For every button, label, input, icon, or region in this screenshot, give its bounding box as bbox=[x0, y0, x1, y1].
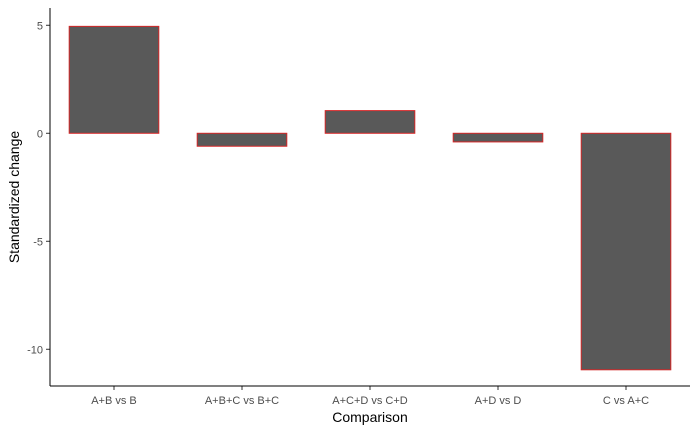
y-tick-label: -5 bbox=[33, 236, 43, 248]
x-tick-label: A+D vs D bbox=[475, 395, 522, 407]
y-tick-label: 0 bbox=[37, 128, 43, 140]
bar-2 bbox=[196, 132, 288, 147]
y-axis-ticks: 5 0 -5 -10 bbox=[27, 20, 50, 356]
x-tick-label: C vs A+C bbox=[603, 395, 649, 407]
x-tick-label: A+B vs B bbox=[91, 395, 137, 407]
bars-group bbox=[68, 25, 672, 371]
bar-1 bbox=[68, 25, 160, 134]
x-tick-label: A+C+D vs C+D bbox=[332, 395, 408, 407]
bar-5 bbox=[580, 132, 672, 371]
bar-4 bbox=[452, 132, 544, 143]
y-tick-label: -10 bbox=[27, 344, 43, 356]
x-tick-label: A+B+C vs B+C bbox=[205, 395, 279, 407]
x-axis-ticks: A+B vs B A+B+C vs B+C A+C+D vs C+D A+D vs D… bbox=[91, 386, 649, 407]
y-tick-label: 5 bbox=[37, 20, 43, 32]
y-axis-title: Standardized change bbox=[6, 131, 22, 264]
bar-3 bbox=[324, 110, 416, 134]
x-axis-title: Comparison bbox=[332, 409, 407, 425]
